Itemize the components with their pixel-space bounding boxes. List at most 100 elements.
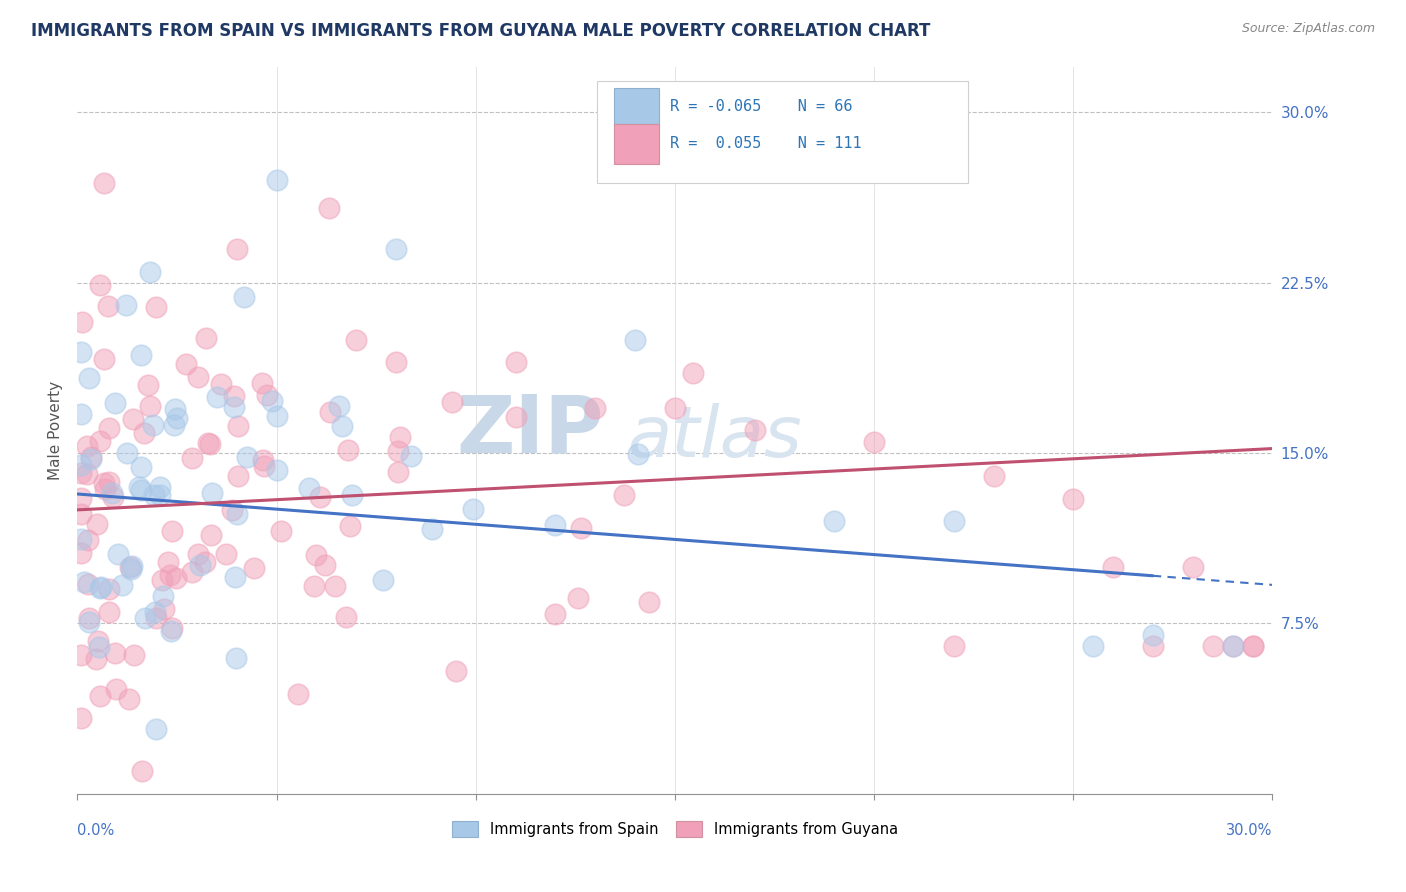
- Text: atlas: atlas: [627, 403, 801, 472]
- Point: [159, 568, 181, 582]
- Point: [319, 405, 342, 419]
- Point: [120, 562, 142, 576]
- Point: [156, 555, 179, 569]
- Point: [162, 417, 184, 432]
- Point: [440, 395, 463, 409]
- Point: [399, 449, 422, 463]
- Point: [224, 570, 246, 584]
- Point: [70, 491, 93, 506]
- Text: ZIP: ZIP: [456, 392, 603, 469]
- Point: [121, 559, 143, 574]
- Point: [160, 524, 183, 539]
- Point: [70, 507, 93, 521]
- Point: [1142, 639, 1164, 653]
- Point: [226, 508, 249, 522]
- Point: [252, 376, 274, 390]
- Point: [142, 418, 165, 433]
- Point: [139, 399, 162, 413]
- Text: R =  0.055    N = 111: R = 0.055 N = 111: [671, 136, 862, 151]
- Point: [132, 426, 155, 441]
- Point: [93, 176, 115, 190]
- Point: [567, 591, 589, 605]
- Point: [79, 615, 101, 629]
- Point: [101, 485, 124, 500]
- Point: [624, 333, 647, 347]
- Point: [1181, 559, 1204, 574]
- Point: [187, 547, 209, 561]
- Point: [613, 488, 636, 502]
- Point: [129, 348, 152, 362]
- Point: [76, 439, 98, 453]
- Point: [252, 453, 274, 467]
- Point: [983, 468, 1005, 483]
- Point: [145, 723, 167, 737]
- Point: [145, 301, 167, 315]
- Point: [197, 435, 219, 450]
- Point: [97, 299, 120, 313]
- Text: 0.0%: 0.0%: [77, 823, 114, 838]
- Point: [153, 601, 176, 615]
- Point: [215, 547, 238, 561]
- Point: [98, 475, 121, 489]
- Point: [330, 419, 353, 434]
- Point: [308, 491, 330, 505]
- Point: [336, 443, 359, 458]
- Point: [226, 469, 249, 483]
- Point: [188, 558, 211, 573]
- Point: [131, 764, 153, 779]
- Point: [87, 640, 110, 655]
- Point: [187, 370, 209, 384]
- Point: [444, 665, 467, 679]
- Point: [344, 333, 367, 347]
- Point: [98, 421, 121, 435]
- Point: [387, 443, 409, 458]
- Point: [118, 559, 141, 574]
- Point: [87, 633, 110, 648]
- FancyBboxPatch shape: [598, 81, 967, 183]
- Point: [194, 331, 217, 345]
- Point: [385, 355, 408, 369]
- Point: [79, 450, 101, 465]
- FancyBboxPatch shape: [614, 124, 659, 163]
- Point: [121, 411, 143, 425]
- Point: [139, 265, 162, 279]
- Point: [664, 401, 686, 415]
- Point: [70, 466, 93, 480]
- FancyBboxPatch shape: [614, 88, 659, 128]
- Point: [627, 447, 650, 461]
- Point: [70, 546, 93, 560]
- Point: [117, 446, 139, 460]
- Point: [143, 488, 166, 502]
- Point: [98, 605, 121, 619]
- Point: [104, 396, 127, 410]
- Point: [98, 582, 121, 596]
- Point: [134, 610, 156, 624]
- Point: [224, 401, 246, 415]
- Text: IMMIGRANTS FROM SPAIN VS IMMIGRANTS FROM GUYANA MALE POVERTY CORRELATION CHART: IMMIGRANTS FROM SPAIN VS IMMIGRANTS FROM…: [31, 22, 931, 40]
- Point: [94, 482, 117, 496]
- Point: [103, 490, 125, 504]
- Point: [89, 434, 111, 448]
- Point: [200, 528, 222, 542]
- Point: [1062, 491, 1084, 506]
- Point: [118, 692, 141, 706]
- Point: [143, 605, 166, 619]
- Point: [200, 437, 222, 451]
- Text: R = -0.065    N = 66: R = -0.065 N = 66: [671, 99, 852, 114]
- Point: [342, 488, 364, 502]
- Point: [90, 580, 112, 594]
- Point: [70, 711, 93, 725]
- Point: [1142, 628, 1164, 642]
- Point: [287, 687, 309, 701]
- Point: [166, 411, 188, 425]
- Point: [93, 476, 115, 491]
- Point: [89, 582, 111, 596]
- Point: [637, 595, 659, 609]
- Point: [583, 401, 606, 415]
- Point: [387, 465, 409, 479]
- Point: [194, 555, 217, 569]
- Text: Source: ZipAtlas.com: Source: ZipAtlas.com: [1241, 22, 1375, 36]
- Point: [266, 409, 288, 423]
- Point: [86, 516, 108, 531]
- Point: [77, 371, 100, 385]
